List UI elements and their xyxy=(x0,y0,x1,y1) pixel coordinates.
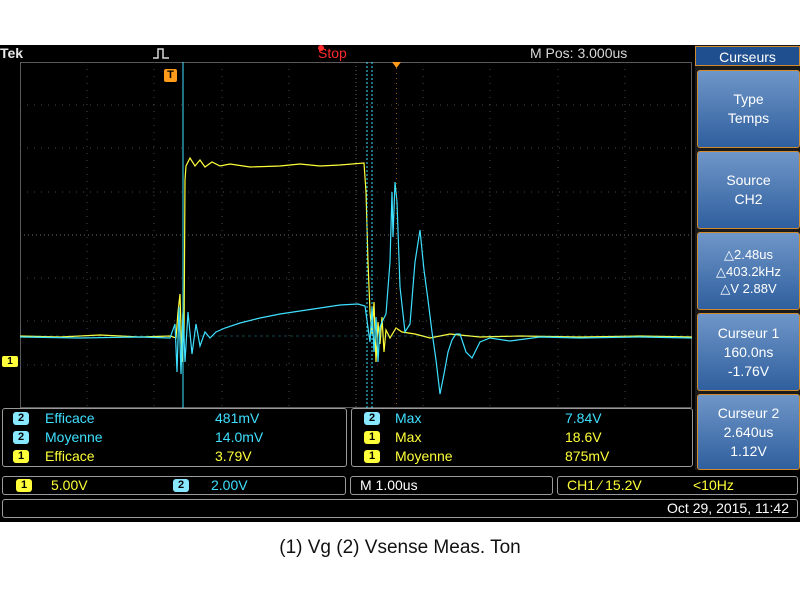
trigger-position-marker xyxy=(392,62,401,408)
status-bar: Tek Stop M Pos: 3.000us xyxy=(0,45,695,62)
measurement-row: 2 Efficace 481mV xyxy=(3,409,346,428)
trigger-frequency: <10Hz xyxy=(693,477,734,493)
measurement-row: 1 Max 18.6V xyxy=(352,428,692,447)
ch1-scale: 5.00V xyxy=(51,477,88,493)
timebase: M 1.00us xyxy=(360,477,418,493)
cursor-menu: Curseurs Type Temps Source CH2 △2.48us △… xyxy=(695,45,800,470)
datetime-bar: Oct 29, 2015, 11:42 xyxy=(2,499,798,518)
measurements-right-panel: 2 Max 7.84V 1 Max 18.6V 1 Moyenne 875mV xyxy=(351,408,693,467)
trigger-bar[interactable]: CH1 ∕ 15.2V <10Hz xyxy=(557,476,798,495)
timebase-bar[interactable]: M 1.00us xyxy=(350,476,553,495)
cursor-type-button[interactable]: Type Temps xyxy=(697,70,800,148)
cursor-source-button[interactable]: Source CH2 xyxy=(697,151,800,229)
menu-title: Curseurs xyxy=(695,46,800,66)
vertical-scale-bar[interactable]: 1 5.00V 2 2.00V xyxy=(2,476,346,495)
datetime: Oct 29, 2015, 11:42 xyxy=(667,500,789,516)
cursor-2-button[interactable]: Curseur 2 2.640us 1.12V xyxy=(697,394,800,470)
trigger-marker: T xyxy=(164,69,177,82)
measurements-left-panel: 2 Efficace 481mV 2 Moyenne 14.0mV 1 Effi… xyxy=(2,408,347,467)
trigger-type-icon xyxy=(153,48,169,59)
measurement-row: 2 Max 7.84V xyxy=(352,409,692,428)
brand-label: Tek xyxy=(0,45,24,61)
stop-icon xyxy=(318,45,324,51)
trigger-setting: CH1 ∕ 15.2V xyxy=(567,477,642,493)
measurement-row: 2 Moyenne 14.0mV xyxy=(3,428,346,447)
measurement-row: 1 Moyenne 875mV xyxy=(352,447,692,466)
ch1-ground-marker: 1 xyxy=(2,356,18,367)
waveform-screen xyxy=(20,62,692,408)
ch1-waveform-vg xyxy=(20,156,692,363)
trigger-position-icon xyxy=(392,62,401,68)
graticule xyxy=(20,62,692,408)
ch2-scale: 2.00V xyxy=(211,477,248,493)
cursor-1-button[interactable]: Curseur 1 160.0ns -1.76V xyxy=(697,313,800,391)
measurement-row: 1 Efficace 3.79V xyxy=(3,447,346,466)
cursor-delta-readout: △2.48us △403.2kHz △V 2.88V xyxy=(697,232,800,310)
ch1-badge: 1 xyxy=(16,479,32,492)
oscilloscope-display: Tek Stop M Pos: 3.000us xyxy=(0,45,800,522)
figure-caption: (1) Vg (2) Vsense Meas. Ton xyxy=(279,537,521,558)
cursor-lines xyxy=(20,62,692,408)
ch2-badge: 2 xyxy=(173,479,189,492)
horizontal-position: M Pos: 3.000us xyxy=(530,45,628,61)
run-state-label: Stop xyxy=(318,45,347,61)
